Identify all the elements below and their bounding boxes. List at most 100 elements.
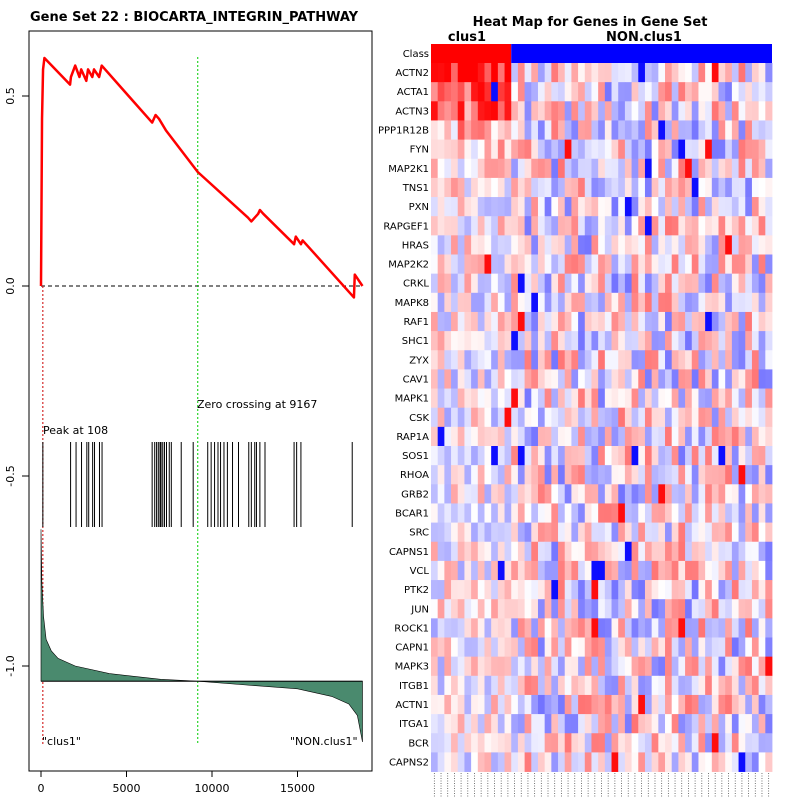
heatmap-cell: [571, 369, 579, 389]
heatmap-cell: [604, 426, 612, 447]
heatmap-cell: [471, 484, 479, 504]
heatmap-cell: [598, 369, 606, 389]
heatmap-cell: [431, 599, 439, 619]
heatmap-cell: [571, 63, 579, 83]
heatmap-cell: [644, 273, 653, 294]
heatmap-cell: [457, 733, 465, 753]
heatmap-cell: [711, 331, 719, 351]
heatmap-cell: [611, 292, 619, 313]
heatmap-cell: [685, 446, 693, 466]
heatmap-cell: [517, 752, 526, 772]
heatmap-cell: [551, 656, 559, 677]
heatmap-cell: [551, 63, 559, 83]
heatmap-cell: [745, 311, 753, 332]
heatmap-row-label: ACTN1: [395, 700, 429, 711]
heatmap-cell: [731, 522, 739, 543]
heatmap-cell: [644, 599, 653, 619]
heatmap-cell: [705, 235, 713, 255]
heatmap-row-label: CAPN1: [395, 643, 429, 654]
heatmap-cell: [558, 63, 566, 83]
heatmap-cell: [751, 714, 760, 734]
heatmap-cell: [537, 752, 546, 772]
heatmap-cell: [477, 637, 485, 658]
heatmap-cell: [477, 388, 485, 409]
heatmap-cell: [698, 369, 706, 389]
heatmap-cell: [537, 446, 546, 466]
heatmap-cell: [611, 637, 619, 658]
heatmap-cell: [578, 599, 586, 619]
heatmap-cell: [638, 599, 646, 619]
heatmap-cell: [711, 714, 719, 734]
heatmap-cell: [765, 733, 773, 753]
heatmap-cell: [738, 599, 746, 619]
heatmap-cell: [464, 63, 472, 83]
heatmap-cell: [631, 177, 639, 198]
heatmap-cell: [444, 522, 452, 543]
heatmap-cell: [685, 752, 693, 772]
heatmap-cell: [738, 369, 746, 389]
heatmap-cell: [431, 388, 439, 409]
heatmap-cell: [618, 407, 626, 428]
heatmap-cell: [678, 216, 686, 236]
heatmap-cell: [738, 484, 746, 504]
heatmap-cell: [631, 216, 639, 236]
heatmap-cell: [691, 694, 699, 715]
heatmap-cell: [558, 426, 566, 447]
heatmap-cell: [718, 522, 726, 543]
heatmap-cell: [544, 618, 552, 638]
heatmap-cell: [437, 580, 445, 600]
heatmap-cell: [477, 101, 485, 121]
heatmap-cell: [524, 522, 532, 543]
heatmap-cell: [524, 541, 532, 562]
heatmap-cell: [431, 369, 439, 389]
heatmap-row-label: ACTA1: [397, 87, 429, 98]
heatmap-cell: [691, 197, 699, 217]
heatmap-cell: [464, 714, 472, 734]
heatmap-cell: [477, 407, 485, 428]
heatmap-cell: [484, 82, 492, 102]
heatmap-cell: [591, 311, 599, 332]
heatmap-cell: [504, 216, 512, 236]
heatmap-cell: [497, 216, 505, 236]
heatmap-cell: [551, 675, 559, 696]
heatmap-cell: [457, 465, 465, 485]
heatmap-cell: [578, 101, 586, 121]
heatmap-cell: [504, 158, 512, 179]
heatmap-cell: [578, 675, 586, 696]
heatmap-cell: [591, 580, 599, 600]
heatmap-cell: [738, 331, 746, 351]
heatmap-cell: [624, 216, 632, 236]
heatmap-cell: [745, 407, 753, 428]
heatmap-cell: [564, 197, 572, 217]
heatmap-cell: [604, 694, 612, 715]
heatmap-cell: [685, 484, 693, 504]
heatmap-cell: [571, 82, 579, 102]
heatmap-row-label: RAF1: [404, 317, 430, 328]
heatmap-cell: [531, 388, 539, 409]
heatmap-cell: [624, 446, 632, 466]
heatmap-cell: [504, 522, 512, 543]
heatmap-row-label: GRB2: [401, 489, 429, 500]
heatmap-cell: [598, 311, 606, 332]
heatmap-cell: [691, 599, 699, 619]
heatmap-cell: [537, 656, 546, 677]
heatmap-cell: [698, 560, 706, 581]
heatmap-cell: [644, 484, 653, 504]
heatmap-cell: [564, 311, 572, 332]
heatmap-cell: [551, 311, 559, 332]
heatmap-cell: [484, 407, 492, 428]
heatmap-cell: [584, 292, 592, 313]
heatmap-cell: [631, 254, 639, 275]
heatmap-cell: [685, 733, 693, 753]
heatmap-cell: [711, 560, 719, 581]
heatmap-cell: [691, 522, 699, 543]
heatmap-cell: [705, 675, 713, 696]
heatmap-row-label: JUN: [410, 604, 429, 615]
heatmap-cell: [457, 311, 465, 332]
heatmap-cell: [464, 407, 472, 428]
heatmap-cell: [731, 197, 739, 217]
heatmap-cell: [464, 273, 472, 294]
heatmap-cell: [631, 197, 639, 217]
heatmap-cell: [598, 675, 606, 696]
heatmap-cell: [758, 694, 766, 715]
